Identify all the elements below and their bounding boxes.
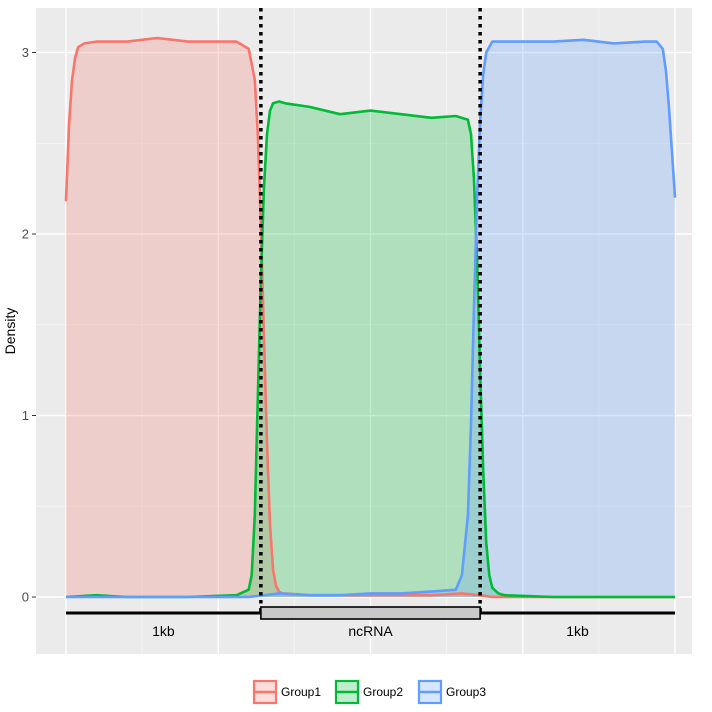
track-label: 1kb bbox=[152, 623, 175, 639]
y-tick-label: 0 bbox=[22, 590, 29, 605]
density-line-group1 bbox=[64, 36, 675, 599]
gene-track bbox=[66, 606, 675, 620]
boundary-lines bbox=[259, 8, 482, 613]
legend-label: Group2 bbox=[363, 685, 403, 699]
density-lines bbox=[64, 36, 677, 599]
track-label: ncRNA bbox=[348, 623, 393, 639]
density-area-group2 bbox=[66, 101, 675, 597]
density-line-group2 bbox=[65, 100, 675, 599]
track-labels: 1kb ncRNA 1kb bbox=[152, 623, 589, 639]
legend: Group1 Group2 Group3 bbox=[252, 679, 486, 705]
plot-panel bbox=[36, 8, 692, 654]
legend-item-group3: Group3 bbox=[417, 679, 486, 705]
y-axis: 0 1 2 3 bbox=[22, 45, 36, 605]
legend-item-group2: Group2 bbox=[334, 679, 403, 705]
y-tick-label: 3 bbox=[22, 45, 29, 60]
y-tick-label: 2 bbox=[22, 227, 29, 242]
density-area-group3 bbox=[66, 39, 675, 598]
legend-label: Group3 bbox=[446, 685, 486, 699]
legend-item-group1: Group1 bbox=[252, 679, 321, 705]
density-area-group1 bbox=[66, 38, 675, 597]
minor-gridlines bbox=[36, 8, 692, 654]
legend-label: Group1 bbox=[281, 685, 321, 699]
y-axis-title: Density bbox=[2, 308, 18, 355]
y-tick-label: 1 bbox=[22, 408, 29, 423]
density-line-group3 bbox=[66, 38, 677, 599]
density-areas bbox=[66, 38, 675, 598]
ncrna-box bbox=[260, 606, 481, 620]
track-label: 1kb bbox=[566, 623, 589, 639]
